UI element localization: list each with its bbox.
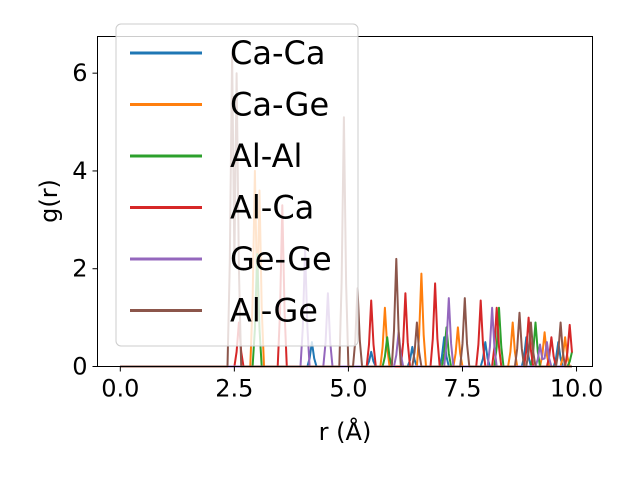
legend-label: Ca-Ca — [230, 34, 325, 72]
y-axis-label: g(r) — [35, 179, 63, 223]
y-tick-label: 2 — [72, 255, 87, 283]
x-tick-label: 2.5 — [215, 375, 253, 403]
legend-label: Ge-Ge — [230, 240, 332, 278]
y-tick-label: 4 — [72, 157, 87, 185]
x-tick-label: 0.0 — [101, 375, 139, 403]
y-tick-label: 6 — [72, 59, 87, 87]
legend: Ca-Ca Ca-Ge Al-Al Al-Ca Ge-Ge Al-Ge — [115, 23, 359, 347]
legend-label: Al-Al — [230, 137, 302, 175]
legend-label: Al-Ca — [230, 189, 314, 227]
legend-label: Ca-Ge — [230, 86, 329, 124]
x-tick-label: 7.5 — [443, 375, 481, 403]
y-tick-label: 0 — [72, 353, 87, 381]
x-axis: 0.0 2.5 5.0 7.5 10.0 — [101, 366, 603, 403]
y-axis: 0 2 4 6 — [72, 59, 98, 381]
x-tick-label: 5.0 — [329, 375, 367, 403]
x-axis-label: r (Å) — [319, 417, 372, 446]
x-tick-label: 10.0 — [550, 375, 603, 403]
legend-label: Al-Ge — [230, 292, 318, 330]
